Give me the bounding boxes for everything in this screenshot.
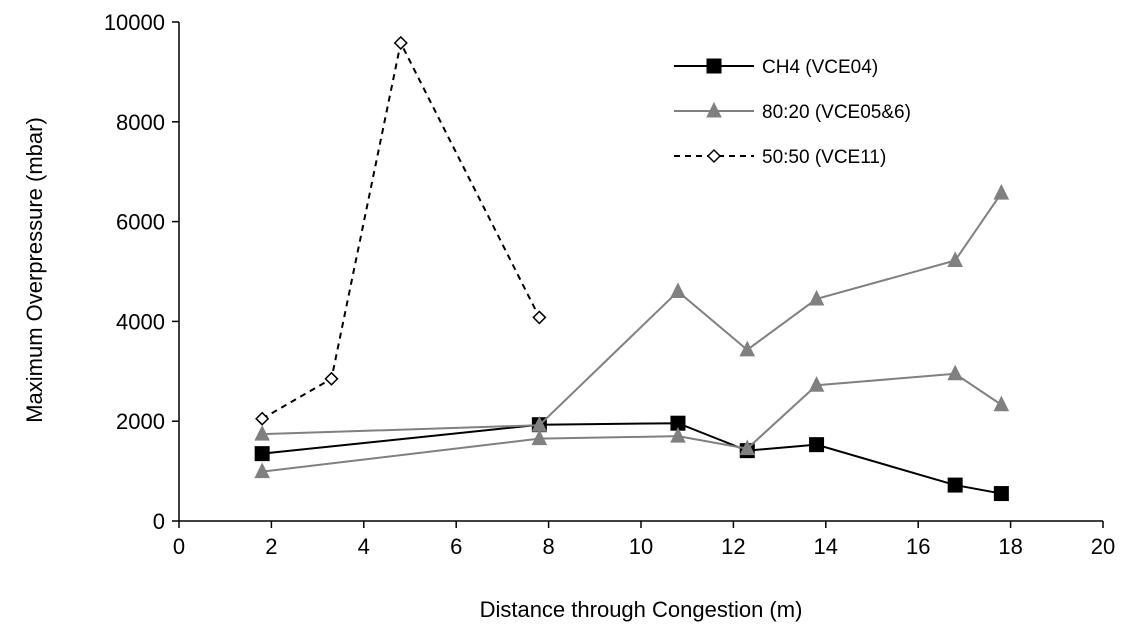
x-tick-label: 20 (1091, 534, 1115, 559)
data-point (670, 427, 686, 443)
y-tick-label: 0 (153, 509, 165, 534)
axes: 0 2000 4000 6000 8000 10000 0 2 4 6 8 10 12 14 16 18 20 (104, 10, 1115, 559)
data-point (809, 437, 825, 453)
y-tick-label: 8000 (116, 110, 165, 135)
data-point (947, 364, 963, 381)
data-point (947, 477, 963, 493)
data-point (993, 184, 1010, 200)
x-tick-label: 0 (173, 534, 185, 559)
plot-area (254, 35, 1010, 502)
data-point (254, 462, 270, 479)
data-point (531, 429, 548, 446)
series-line (261, 39, 541, 420)
y-axis-title: Maximum Overpressure (mbar) (22, 117, 47, 423)
legend-label: CH4 (VCE04) (762, 57, 878, 78)
data-point (254, 446, 270, 462)
x-tick-label: 16 (906, 534, 930, 559)
data-point (254, 425, 270, 441)
y-tick-label: 2000 (116, 409, 165, 434)
x-tick-label: 18 (998, 534, 1022, 559)
data-point (947, 251, 963, 268)
series-1 (254, 184, 1010, 479)
legend-label: 50:50 (VCE11) (762, 147, 886, 168)
series-line (262, 192, 1003, 436)
x-tick-label: 8 (542, 534, 554, 559)
x-tick-label: 12 (721, 534, 745, 559)
x-tick-label: 4 (358, 534, 370, 559)
data-point (739, 340, 756, 357)
legend: CH4 (VCE04) 80:20 (VCE05&6) 50:50 (VCE11) (674, 57, 911, 168)
legend-label: 80:20 (VCE05&6) (762, 102, 911, 123)
y-tick-label: 10000 (104, 10, 165, 35)
data-point (993, 395, 1010, 412)
data-point (670, 282, 686, 298)
data-point (808, 376, 825, 392)
y-tick-label: 6000 (116, 210, 165, 235)
x-axis-title: Distance through Congestion (m) (480, 597, 803, 622)
legend-marker (706, 101, 722, 118)
y-tick-label: 4000 (116, 309, 165, 334)
data-point (255, 411, 270, 426)
data-point (993, 486, 1009, 502)
series-2 (255, 35, 547, 426)
data-point (739, 439, 756, 456)
legend-item: 80:20 (VCE05&6) (674, 101, 911, 123)
legend-item: CH4 (VCE04) (674, 57, 878, 78)
data-point (324, 371, 339, 386)
data-point (532, 310, 547, 325)
legend-marker (706, 58, 722, 74)
x-tick-label: 10 (629, 534, 653, 559)
data-point (393, 35, 408, 51)
data-point (808, 289, 825, 306)
legend-item: 50:50 (VCE11) (674, 147, 886, 168)
x-tick-label: 14 (814, 534, 838, 559)
x-tick-label: 6 (450, 534, 462, 559)
legend-marker (706, 148, 722, 164)
x-tick-label: 2 (265, 534, 277, 559)
